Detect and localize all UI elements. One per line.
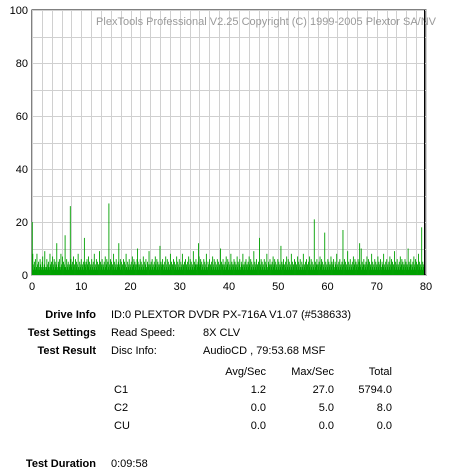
grid: [32, 10, 427, 276]
row-name: C2: [114, 402, 129, 414]
test-duration-value: 0:09:58: [111, 458, 148, 470]
watermark: PlexTools Professional V2.25 Copyright (…: [96, 16, 437, 28]
y-tick-label: 40: [16, 164, 28, 176]
y-tick-label: 0: [22, 270, 28, 282]
y-tick-label: 80: [16, 58, 28, 70]
y-tick-label: 20: [16, 217, 28, 229]
row-max: 27.0: [312, 384, 334, 396]
y-tick-label: 100: [10, 5, 28, 17]
x-tick-label: 70: [371, 281, 383, 293]
x-axis-ticks: 0 10 20 30 40 50 60 70 80: [29, 281, 432, 293]
test-settings-label: Test Settings: [27, 327, 96, 339]
read-speed-key: Read Speed:: [111, 327, 176, 339]
row-max: 5.0: [318, 402, 334, 414]
row-name: C1: [114, 384, 129, 396]
drive-info-label: Drive Info: [45, 309, 96, 321]
col-header-max: Max/Sec: [291, 366, 334, 378]
x-tick-label: 50: [272, 281, 284, 293]
x-tick-label: 20: [124, 281, 136, 293]
error-rate-chart: PlexTools Professional V2.25 Copyright (…: [10, 5, 437, 293]
row-max: 0.0: [318, 420, 334, 432]
y-axis-ticks: 100 80 60 40 20 0: [10, 5, 28, 282]
x-tick-label: 10: [75, 281, 87, 293]
test-duration-label: Test Duration: [25, 458, 96, 470]
row-avg: 0.0: [250, 402, 266, 414]
drive-info-value: ID:0 PLEXTOR DVDR PX-716A V1.07 (#538633…: [111, 309, 352, 321]
row-name: CU: [114, 420, 130, 432]
disc-info-key: Disc Info:: [111, 345, 157, 357]
row-total: 8.0: [376, 402, 392, 414]
x-tick-label: 30: [174, 281, 186, 293]
test-result-label: Test Result: [37, 345, 96, 357]
x-tick-label: 0: [29, 281, 35, 293]
x-tick-label: 40: [223, 281, 235, 293]
disc-info-value: AudioCD , 79:53.68 MSF: [203, 345, 326, 357]
x-tick-label: 60: [321, 281, 333, 293]
col-header-avg: Avg/Sec: [225, 366, 266, 378]
row-total: 5794.0: [358, 384, 392, 396]
y-tick-label: 60: [16, 111, 28, 123]
row-avg: 1.2: [250, 384, 266, 396]
x-tick-label: 80: [420, 281, 432, 293]
c1-series: [31, 203, 425, 275]
row-avg: 0.0: [250, 420, 266, 432]
row-total: 0.0: [376, 420, 392, 432]
col-header-total: Total: [368, 366, 392, 378]
read-speed-value: 8X CLV: [203, 327, 241, 339]
